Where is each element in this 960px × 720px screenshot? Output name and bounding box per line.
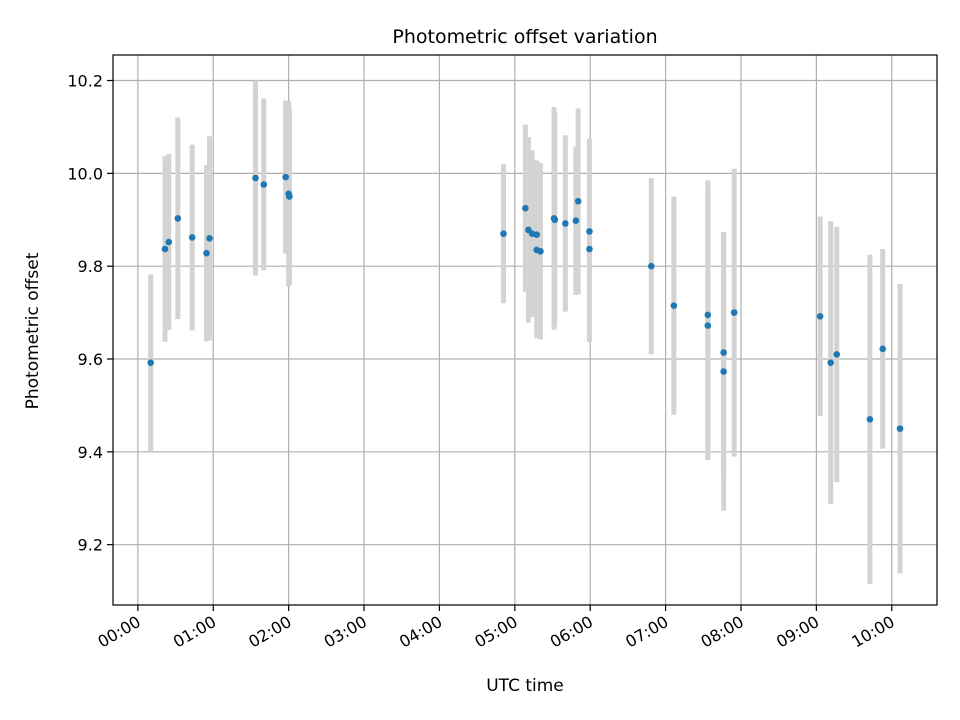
x-tick-label: 06:00 [547, 612, 596, 652]
data-point [647, 262, 655, 270]
x-tick-label: 07:00 [622, 612, 671, 652]
data-point [704, 311, 712, 319]
data-points [147, 173, 904, 432]
x-tick-label: 01:00 [170, 612, 219, 652]
data-point [586, 245, 593, 253]
data-point [879, 345, 887, 353]
data-point [286, 193, 293, 200]
data-point [165, 238, 173, 246]
y-tick-label: 10.0 [67, 164, 103, 183]
data-point [174, 215, 182, 222]
data-point [260, 181, 268, 188]
y-tick-label: 9.4 [78, 443, 103, 462]
x-tick-label: 08:00 [698, 612, 747, 652]
data-point [720, 349, 727, 356]
y-tick-label: 9.6 [78, 350, 103, 369]
data-point [252, 174, 259, 182]
data-point [730, 309, 738, 316]
x-tick-label: 03:00 [321, 612, 370, 652]
y-axis: 9.2 9.4 9.6 9.8 10.0 10.2 [67, 72, 113, 555]
data-point [833, 351, 841, 358]
data-point [161, 245, 169, 253]
data-point [896, 425, 904, 432]
data-point [533, 231, 540, 238]
data-point [866, 416, 874, 423]
data-point [586, 228, 593, 235]
data-point [203, 249, 210, 257]
x-tick-label: 05:00 [471, 612, 520, 652]
x-tick-label: 00:00 [94, 612, 143, 652]
data-point [500, 230, 507, 237]
y-tick-label: 10.2 [67, 72, 103, 91]
data-point [720, 368, 727, 375]
data-point [537, 248, 544, 255]
data-point [704, 322, 712, 329]
data-point [282, 173, 289, 181]
plot-frame [112, 54, 938, 606]
data-point [562, 220, 569, 227]
data-point [572, 217, 580, 224]
x-tick-label: 02:00 [245, 612, 294, 652]
data-point [188, 234, 196, 241]
chart-title: Photometric offset variation [392, 26, 657, 48]
grid [113, 55, 937, 605]
error-bars [148, 80, 903, 585]
x-tick-label: 09:00 [773, 612, 822, 652]
x-tick-label: 04:00 [396, 612, 445, 652]
data-point [827, 359, 835, 367]
data-point [147, 359, 154, 367]
x-tick-label: 10:00 [848, 612, 897, 652]
data-point [670, 302, 678, 309]
data-point [551, 216, 559, 224]
data-point [574, 197, 582, 205]
y-axis-title: Photometric offset [23, 252, 43, 409]
data-point [816, 313, 824, 320]
y-tick-label: 9.2 [78, 536, 103, 555]
data-point [206, 235, 213, 242]
y-tick-label: 9.8 [78, 257, 103, 276]
x-axis-title: UTC time [486, 676, 564, 696]
x-axis: 00:00 01:00 02:00 03:00 04:00 05:00 06:00 07:00… [94, 605, 898, 652]
data-point [522, 204, 529, 212]
